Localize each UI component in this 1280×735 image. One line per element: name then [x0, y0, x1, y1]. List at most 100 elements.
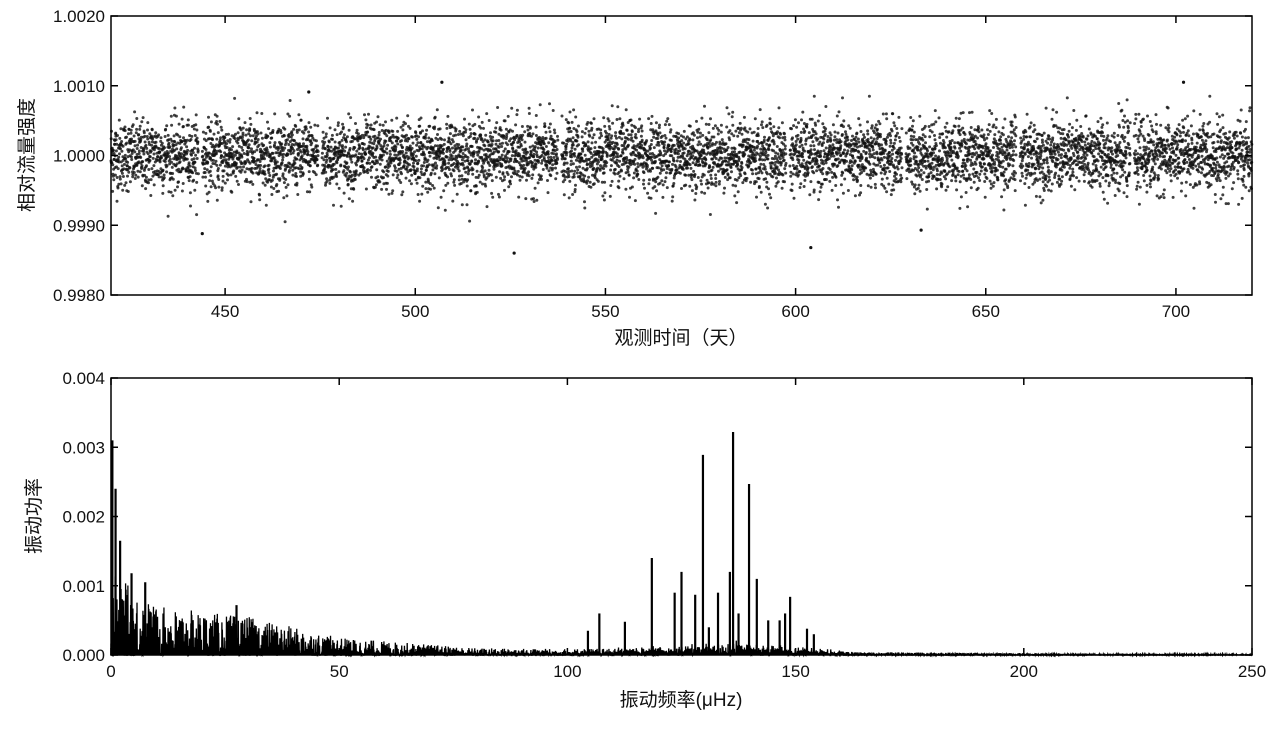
data-point	[299, 150, 303, 154]
data-point	[664, 152, 667, 156]
data-point	[411, 152, 415, 156]
data-point	[641, 165, 645, 169]
data-point	[743, 126, 747, 130]
data-point	[376, 115, 380, 119]
data-point	[730, 115, 734, 119]
data-point	[926, 149, 929, 153]
data-point	[797, 158, 801, 162]
data-point	[443, 208, 447, 212]
data-point	[889, 141, 893, 145]
data-point	[220, 154, 223, 158]
data-point	[669, 171, 673, 175]
data-point	[878, 132, 882, 136]
data-point	[372, 128, 376, 132]
data-point	[509, 137, 513, 141]
data-point	[461, 152, 465, 155]
data-point	[818, 190, 822, 194]
data-point	[769, 122, 772, 126]
data-point	[618, 117, 622, 121]
data-point	[195, 128, 199, 132]
data-point	[709, 138, 713, 142]
data-point	[773, 163, 777, 167]
data-point	[193, 188, 197, 192]
data-point	[627, 173, 631, 177]
data-point	[887, 182, 891, 186]
data-point	[589, 151, 593, 155]
data-point	[858, 159, 862, 163]
data-point	[401, 128, 405, 132]
data-point	[874, 172, 878, 176]
data-point	[700, 182, 703, 186]
data-point	[625, 128, 629, 132]
data-point	[521, 133, 525, 137]
data-point	[617, 165, 621, 169]
data-point	[334, 171, 338, 175]
data-point	[396, 129, 400, 133]
data-point	[562, 141, 566, 145]
data-point	[498, 142, 502, 146]
data-point	[457, 143, 461, 147]
data-point	[607, 132, 611, 136]
data-point	[761, 126, 765, 130]
data-point	[133, 177, 137, 180]
data-point	[889, 193, 893, 197]
data-point	[772, 142, 776, 146]
data-point	[266, 180, 270, 184]
data-point	[251, 182, 255, 186]
data-point	[774, 184, 778, 188]
data-point	[605, 131, 608, 135]
data-point	[889, 138, 893, 142]
data-point	[378, 123, 382, 127]
data-point	[688, 184, 692, 188]
data-point	[256, 138, 260, 141]
data-point	[650, 158, 653, 162]
data-point	[458, 174, 461, 178]
data-point	[696, 176, 700, 179]
data-point	[567, 175, 571, 179]
data-point	[112, 152, 116, 155]
data-point	[141, 160, 145, 164]
data-point	[368, 161, 372, 165]
data-point	[408, 179, 412, 183]
data-point	[891, 152, 895, 156]
data-point	[314, 139, 318, 143]
data-point	[938, 178, 942, 181]
data-point	[682, 151, 686, 155]
data-point	[854, 135, 858, 139]
data-point	[880, 177, 884, 181]
data-point	[686, 166, 689, 170]
data-point	[436, 133, 439, 136]
data-point	[709, 117, 712, 121]
data-point	[525, 178, 528, 182]
data-point	[684, 183, 688, 187]
data-point	[853, 159, 857, 163]
data-point	[272, 187, 276, 190]
data-point	[796, 173, 800, 177]
data-point	[491, 195, 495, 199]
data-point	[828, 179, 832, 183]
data-point	[428, 140, 432, 144]
data-point	[831, 175, 835, 179]
data-point	[800, 118, 803, 122]
data-point	[496, 159, 500, 163]
data-point	[892, 121, 896, 125]
data-point	[490, 191, 494, 195]
data-point	[911, 143, 915, 147]
data-point	[688, 163, 692, 167]
data-point	[836, 198, 839, 202]
data-point	[497, 192, 500, 196]
data-point	[138, 124, 142, 128]
data-point	[349, 116, 353, 120]
data-point	[254, 163, 258, 166]
data-point	[565, 151, 569, 155]
data-point	[601, 147, 605, 151]
data-point	[296, 193, 300, 196]
data-point	[435, 108, 439, 112]
data-point	[390, 141, 394, 145]
data-point	[325, 177, 329, 181]
data-point	[356, 158, 360, 162]
data-point	[293, 161, 297, 165]
data-point	[555, 148, 559, 151]
data-point	[501, 171, 505, 175]
data-point	[360, 159, 364, 163]
